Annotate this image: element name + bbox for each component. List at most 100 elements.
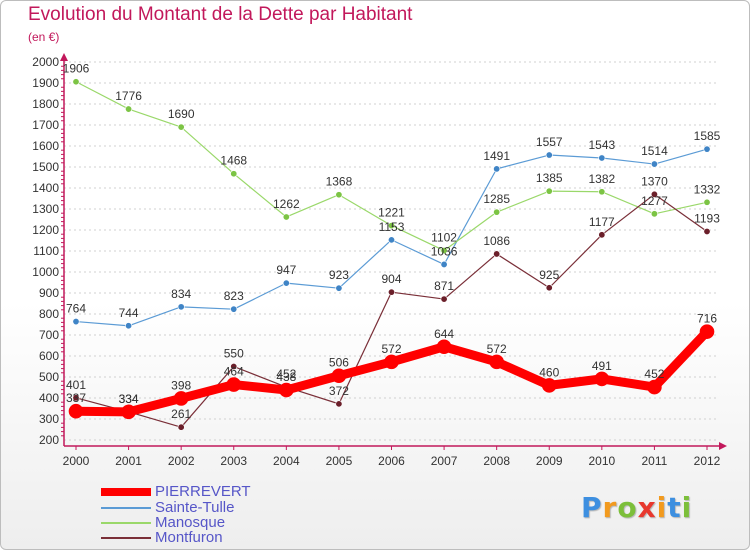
legend-swatch-pierrevert — [101, 488, 151, 496]
legend-swatch-montfuron — [101, 537, 151, 539]
series-point — [440, 260, 448, 268]
data-label: 491 — [592, 359, 612, 373]
logo-letter: P — [581, 491, 603, 524]
legend-item-manosque: Manosque — [101, 514, 341, 531]
data-label: 1776 — [115, 89, 142, 103]
data-label: 834 — [171, 287, 191, 301]
data-label: 1906 — [63, 62, 90, 76]
logo-letter: r — [602, 491, 618, 524]
legend-item-pierrevert: PIERREVERT — [101, 483, 341, 500]
series-point — [594, 371, 610, 387]
data-label: 1382 — [588, 172, 615, 186]
series-point — [387, 222, 395, 230]
series-point — [335, 400, 343, 408]
y-tick-label: 900 — [39, 286, 59, 300]
x-tick-label: 2004 — [273, 454, 300, 468]
series-point — [177, 303, 185, 311]
x-tick-label: 2010 — [588, 454, 615, 468]
series-point — [282, 279, 290, 287]
data-label: 401 — [66, 378, 86, 392]
data-label: 1543 — [588, 138, 615, 152]
series-point — [598, 231, 606, 239]
legend-item-montfuron: Montfuron — [101, 529, 341, 546]
series-point — [177, 123, 185, 131]
data-label: 1262 — [273, 197, 300, 211]
x-tick-label: 2012 — [694, 454, 721, 468]
legend-label-manosque: Manosque — [155, 514, 226, 531]
chart-title: Evolution du Montant de la Dette par Hab… — [28, 4, 413, 25]
y-tick-label: 500 — [39, 370, 59, 384]
series-point — [72, 78, 80, 86]
y-tick-label: 300 — [39, 412, 59, 426]
series-point — [650, 160, 658, 168]
series-point — [598, 154, 606, 162]
series-point — [173, 391, 189, 406]
series-point — [647, 379, 662, 395]
series-point — [598, 188, 606, 196]
data-label: 1285 — [483, 192, 510, 206]
series-point — [230, 362, 238, 370]
data-label: 923 — [329, 268, 349, 282]
x-tick-label: 2008 — [483, 454, 510, 468]
data-label: 261 — [171, 407, 191, 421]
logo-letter: t — [667, 491, 682, 524]
legend-item-sainte-tulle: Sainte-Tulle — [101, 499, 341, 516]
y-tick-label: 700 — [39, 328, 59, 342]
series-point — [493, 208, 501, 216]
data-label: 1193 — [694, 211, 720, 225]
data-label: 334 — [119, 392, 139, 406]
y-tick-label: 1500 — [32, 160, 59, 174]
series-point — [493, 165, 501, 173]
y-tick-label: 1100 — [33, 244, 59, 258]
series-point — [493, 250, 501, 258]
series-point — [703, 198, 711, 206]
logo-letter: i — [656, 491, 668, 524]
series-point — [335, 284, 343, 292]
series-point — [489, 354, 504, 370]
data-label: 1690 — [168, 107, 195, 121]
data-label: 947 — [276, 263, 296, 277]
x-tick-label: 2003 — [220, 454, 247, 468]
data-label: 464 — [224, 365, 244, 379]
y-tick-label: 800 — [39, 307, 59, 321]
series-point — [282, 213, 290, 221]
data-label: 334 — [119, 392, 139, 406]
legend-swatch-sainte-tulle — [101, 507, 151, 509]
series-point — [545, 284, 553, 292]
series-point — [541, 378, 557, 393]
y-tick-label: 1400 — [32, 181, 59, 195]
data-label: 1277 — [641, 194, 668, 208]
data-label: 452 — [644, 367, 664, 381]
data-label: 1585 — [694, 129, 721, 143]
data-label: 1491 — [483, 149, 510, 163]
y-tick-label: 2000 — [32, 55, 59, 69]
proxiti-logo: Proxiti — [581, 491, 692, 524]
logo-letter: o — [617, 491, 638, 524]
series-point — [335, 191, 343, 199]
x-tick-label: 2002 — [168, 454, 195, 468]
legend-swatch-manosque — [101, 522, 151, 524]
series-point — [545, 187, 553, 195]
data-label: 398 — [171, 378, 191, 392]
data-label: 1370 — [641, 174, 668, 188]
series-point — [703, 145, 711, 153]
logo-letter: i — [681, 491, 693, 524]
data-label: 1468 — [220, 154, 247, 168]
logo-letter: x — [637, 491, 657, 524]
series-point — [387, 236, 395, 244]
data-label: 572 — [381, 342, 401, 356]
data-label: 550 — [224, 347, 244, 361]
data-label: 438 — [276, 370, 296, 384]
series-point — [125, 322, 133, 330]
data-label: 1102 — [431, 231, 457, 245]
x-tick-label: 2011 — [642, 454, 668, 468]
x-tick-label: 2000 — [63, 454, 90, 468]
series-point — [331, 368, 347, 384]
series-point — [440, 247, 448, 255]
series-point — [125, 105, 133, 113]
data-label: 1153 — [379, 220, 405, 234]
series-point — [545, 151, 553, 159]
chart-subtitle: (en €) — [28, 30, 60, 44]
y-tick-label: 200 — [39, 433, 59, 447]
x-tick-label: 2006 — [378, 454, 405, 468]
